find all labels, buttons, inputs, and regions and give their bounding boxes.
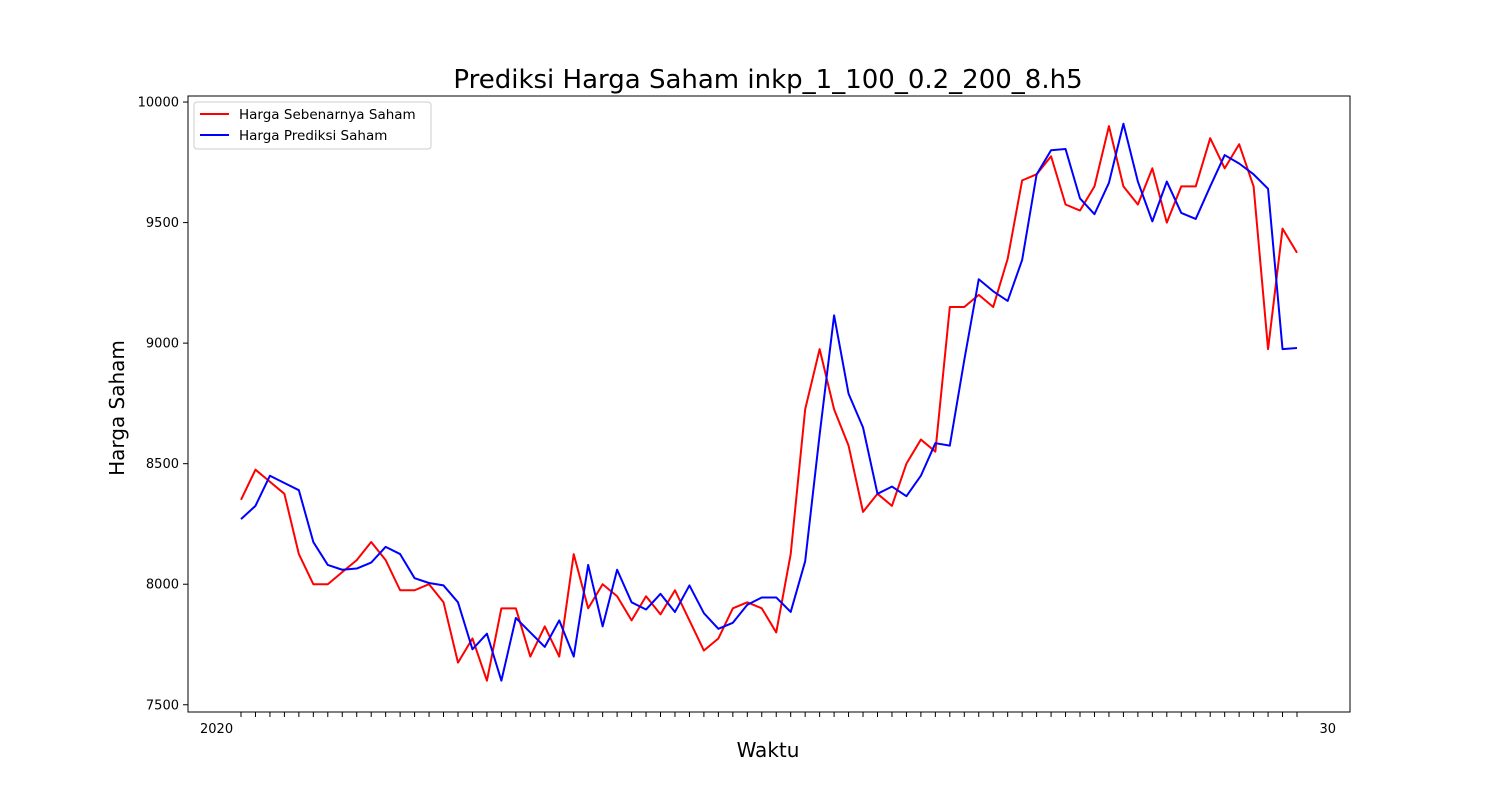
y-tick-label: 9000: [146, 337, 179, 352]
series-line-1: [240, 125, 1298, 682]
y-tick-label: 7500: [146, 698, 179, 713]
series-line-2: [240, 122, 1298, 682]
y-axis: 7500 8000 8500 9000 9500 10000: [138, 96, 188, 713]
plot-frame: [187, 95, 1351, 713]
legend: Harga Sebenarnya Saham Harga Prediksi Sah…: [193, 101, 432, 150]
x-axis-label: Waktu: [737, 738, 800, 762]
legend-entry-label: Harga Prediksi Saham: [239, 128, 387, 144]
legend-box: [193, 101, 432, 150]
x-tick-label: 30: [1319, 722, 1336, 737]
y-tick-label: 8000: [146, 578, 179, 593]
chart-title: Prediksi Harga Saham inkp_1_100_0.2_200_…: [453, 65, 1082, 95]
y-axis-label: Harga Saham: [105, 340, 129, 476]
y-tick-label: 8500: [146, 457, 179, 472]
plot-area: [240, 122, 1298, 682]
y-tick-label: 9500: [146, 216, 179, 231]
x-axis: 2020 30: [200, 712, 1336, 737]
y-tick-label: 10000: [138, 96, 179, 111]
legend-entry-label: Harga Sebenarnya Saham: [239, 107, 416, 123]
x-tick-label: 2020: [200, 722, 233, 737]
